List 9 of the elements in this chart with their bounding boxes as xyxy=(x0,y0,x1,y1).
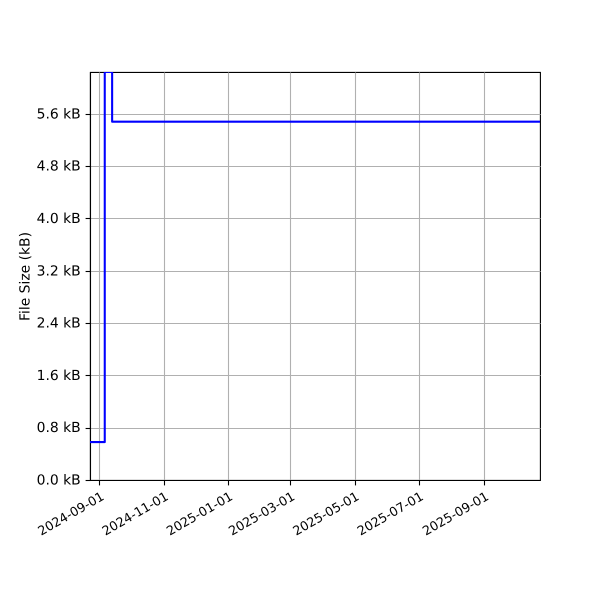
y-tick-label: 4.8 kB xyxy=(36,158,81,175)
y-tick-label: 0.8 kB xyxy=(36,420,81,436)
y-tick-label: 1.6 kB xyxy=(36,368,81,384)
y-tick-label: 2.4 kB xyxy=(36,316,81,332)
y-tick-label: 3.2 kB xyxy=(36,263,81,280)
y-tick-label: 4.0 kB xyxy=(36,210,81,227)
y-tick-label: 0.0 kB xyxy=(36,472,81,488)
y-axis-title: File Size (kB) xyxy=(18,232,34,321)
y-tick-label: 5.6 kB xyxy=(36,106,81,122)
